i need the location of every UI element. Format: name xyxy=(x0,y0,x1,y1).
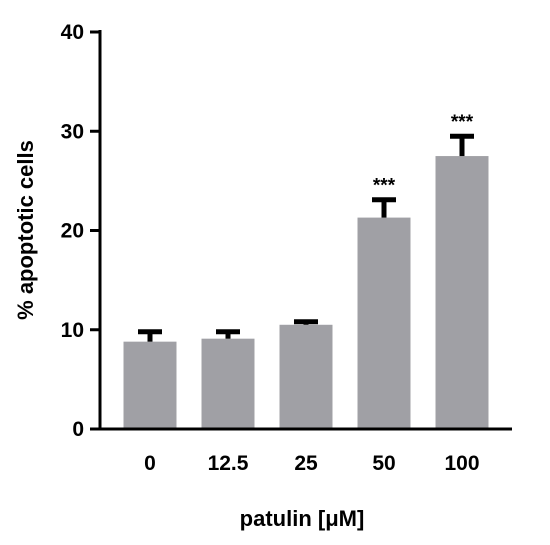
x-tick-label-12.5: 12.5 xyxy=(208,452,249,475)
y-tick-label-30: 30 xyxy=(61,120,84,143)
bars-layer xyxy=(123,156,489,429)
x-axis-title: patulin [μM] xyxy=(240,506,365,531)
error-bars-layer xyxy=(138,133,474,342)
x-tick-label-25: 25 xyxy=(294,452,318,475)
significance-label-50: *** xyxy=(373,176,396,197)
axes-layer xyxy=(90,30,512,431)
x-tick-label-50: 50 xyxy=(372,452,395,475)
labels-layer: 0 12.5 25 50 *** 100 *** 0 10 20 30 40 xyxy=(61,21,480,475)
bar-12.5 xyxy=(201,338,255,429)
significance-label-100: *** xyxy=(451,112,474,133)
y-axis-title: % apoptotic cells xyxy=(13,140,38,320)
bar-25 xyxy=(279,324,333,429)
x-tick-label-0: 0 xyxy=(144,452,156,475)
bar-0 xyxy=(123,341,177,429)
y-tick-label-0: 0 xyxy=(72,418,84,441)
x-tick-label-100: 100 xyxy=(444,452,479,475)
y-tick-label-40: 40 xyxy=(61,21,84,44)
y-tick-label-20: 20 xyxy=(61,220,84,243)
bar-100 xyxy=(435,156,489,429)
y-tick-label-10: 10 xyxy=(61,319,84,342)
bar-50 xyxy=(357,217,411,429)
